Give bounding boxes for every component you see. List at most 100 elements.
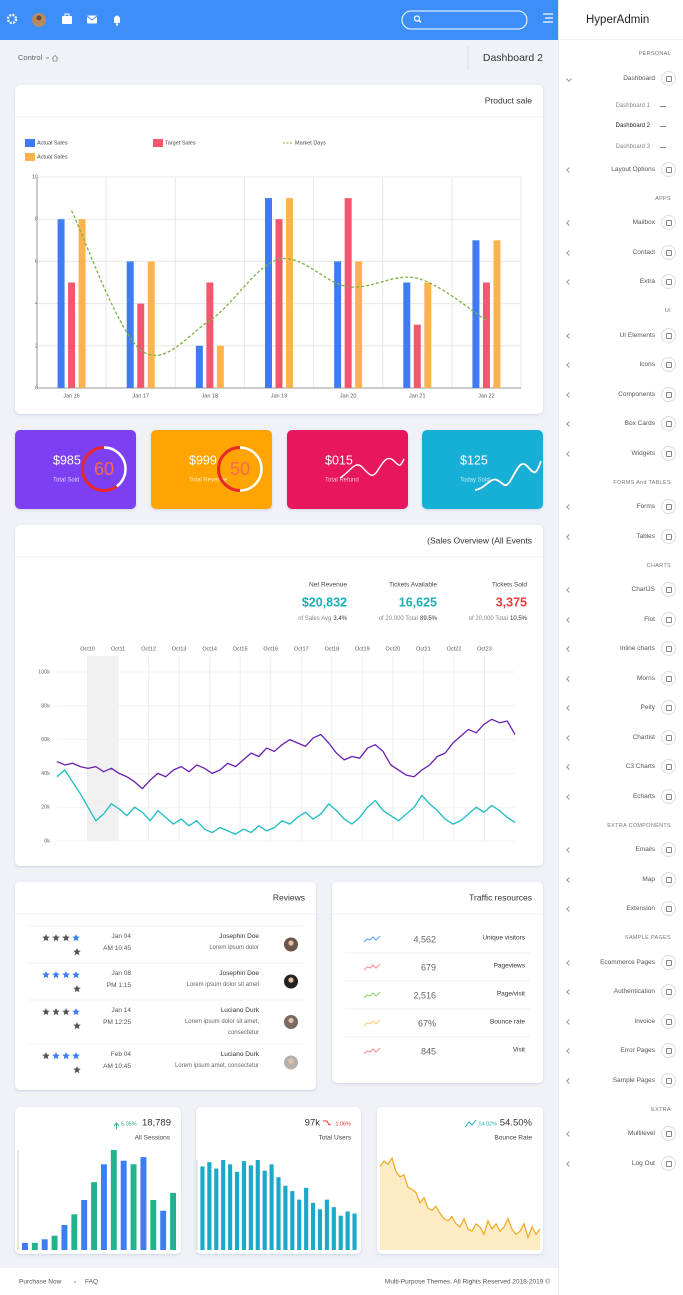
menu-item[interactable]: Echarts — [559, 784, 683, 814]
menu-label[interactable]: Sample Pages — [612, 1076, 655, 1084]
menu-item[interactable]: Layout Options — [559, 157, 683, 187]
legend-label: Actual Sales — [37, 154, 68, 160]
menu-label[interactable]: Multilevel — [627, 1130, 655, 1138]
submenu-item[interactable]: Dashboard 3 — [559, 137, 683, 158]
menu-label[interactable]: Components — [618, 390, 655, 398]
menu-label[interactable]: Dashboard — [623, 74, 655, 82]
submenu-label[interactable]: Dashboard 2 — [615, 123, 650, 130]
menu-label[interactable]: Extra — [639, 278, 655, 286]
sidebar: HyperAdmin PERSONAL Dashboard Dashboard 1 D… — [558, 0, 683, 1295]
stat-value: $125 — [460, 453, 488, 467]
footer-link[interactable]: FAQ — [85, 1279, 98, 1286]
bar — [214, 1168, 219, 1250]
menu-item[interactable]: Inline charts — [559, 637, 683, 667]
menu-label[interactable]: Morris — [636, 674, 655, 682]
menu-item[interactable]: Morris — [559, 666, 683, 696]
menu-toggle[interactable] — [543, 13, 553, 23]
submenu-item[interactable]: Dashboard 2 — [559, 116, 683, 137]
menu-item[interactable]: Log Out — [559, 1151, 683, 1181]
menu-label[interactable]: Error Pages — [620, 1047, 655, 1055]
bar — [403, 282, 411, 388]
star — [62, 934, 70, 942]
menu-item[interactable]: Extra — [559, 270, 683, 300]
menu-item[interactable]: Ecommerce Pages — [559, 950, 683, 980]
footer-link[interactable]: Purchase Now — [19, 1279, 62, 1286]
star — [73, 1022, 81, 1030]
review-text: Lorem ipsum dolor — [209, 945, 259, 951]
menu-item[interactable]: Error Pages — [559, 1039, 683, 1069]
menu-label[interactable]: Log Out — [631, 1159, 655, 1167]
menu-item[interactable]: Emails — [559, 838, 683, 868]
menu-label[interactable]: Layout Options — [611, 165, 655, 173]
submenu-icon — [660, 126, 666, 127]
bar — [61, 1225, 68, 1250]
menu-item[interactable]: Forms — [559, 495, 683, 525]
chevron — [566, 1077, 572, 1084]
menu-label[interactable]: Extension — [626, 905, 655, 913]
menu-label[interactable]: Emails — [635, 846, 655, 854]
menu-item[interactable]: Invoice — [559, 1009, 683, 1039]
menu-item[interactable]: Widgets — [559, 441, 683, 471]
menu-label[interactable]: Icons — [639, 361, 655, 369]
submenu-label[interactable]: Dashboard 1 — [615, 102, 650, 109]
menu-item[interactable]: Authentication — [559, 980, 683, 1010]
menu-item[interactable]: Icons — [559, 353, 683, 383]
menu-label[interactable]: Invoice — [634, 1017, 655, 1025]
note: of 20,000 Total — [469, 616, 508, 622]
menu-label[interactable]: Tables — [636, 532, 655, 540]
chevron — [566, 362, 572, 368]
menu-item[interactable]: Dashboard — [559, 66, 683, 96]
menu-item[interactable]: Contact — [559, 240, 683, 270]
y-tick-label: 10 — [32, 174, 38, 180]
menu-item[interactable]: UI Elements — [559, 323, 683, 353]
chevron — [566, 450, 572, 457]
stat-value: $985 — [53, 453, 81, 467]
submenu-item[interactable]: Dashboard 1 — [559, 96, 683, 117]
menu-label[interactable]: Mailbox — [632, 219, 655, 227]
menu-item[interactable]: Tables — [559, 524, 683, 554]
breadcrumb[interactable]: Control — [18, 53, 43, 62]
menu-label[interactable]: Inline charts — [619, 645, 655, 653]
topbar-icons[interactable] — [6, 13, 120, 27]
avatar-face — [288, 977, 294, 983]
bar — [265, 198, 272, 388]
menu-label[interactable]: Forms — [636, 503, 655, 511]
submenu-label[interactable]: Dashboard 3 — [615, 143, 650, 150]
menu-item[interactable]: C3 Charts — [559, 755, 683, 785]
bar — [216, 345, 224, 388]
menu-item[interactable]: Mailbox — [559, 211, 683, 241]
menu-item[interactable]: Map — [559, 867, 683, 897]
menu-label[interactable]: Echarts — [632, 792, 655, 800]
menu-label[interactable]: Widgets — [631, 449, 655, 457]
menu-item[interactable]: Components — [559, 382, 683, 412]
menu-label[interactable]: Map — [642, 875, 655, 883]
search-box[interactable] — [401, 10, 528, 30]
menu-item[interactable]: Sample Pages — [559, 1068, 683, 1098]
menu-label[interactable]: Chartist — [632, 733, 655, 741]
menu-item[interactable]: ChartJS — [559, 578, 683, 608]
menu-item[interactable]: Peity — [559, 696, 683, 726]
menu-label[interactable]: ChartJS — [631, 586, 655, 594]
reviewer: Josephin Doe — [219, 970, 259, 977]
menu-label[interactable]: Flot — [644, 615, 655, 623]
traffic-value: 845 — [421, 1046, 436, 1056]
menu-label[interactable]: Box Cards — [624, 420, 655, 428]
menu-label[interactable]: Authentication — [613, 988, 655, 996]
review-text: Lorem ipsum amet, consectetur — [174, 1063, 259, 1069]
menu-item[interactable]: Flot — [559, 607, 683, 637]
menu-label[interactable]: Ecommerce Pages — [600, 958, 655, 966]
menu-label[interactable]: Peity — [640, 704, 655, 712]
menu-item[interactable]: Multilevel — [559, 1122, 683, 1152]
menu-label[interactable]: C3 Charts — [625, 763, 655, 771]
menu-item[interactable]: Chartist — [559, 725, 683, 755]
menu-icon — [661, 1072, 676, 1088]
menu-label[interactable]: Contact — [632, 248, 655, 256]
home-icon[interactable] — [51, 54, 59, 62]
star — [52, 1008, 60, 1016]
x-tick-label: Oct13 — [172, 646, 187, 652]
brand: HyperAdmin — [559, 0, 683, 40]
menu-item[interactable]: Box Cards — [559, 412, 683, 442]
menu-label[interactable]: UI Elements — [619, 331, 655, 339]
menu-item[interactable]: Extension — [559, 897, 683, 927]
